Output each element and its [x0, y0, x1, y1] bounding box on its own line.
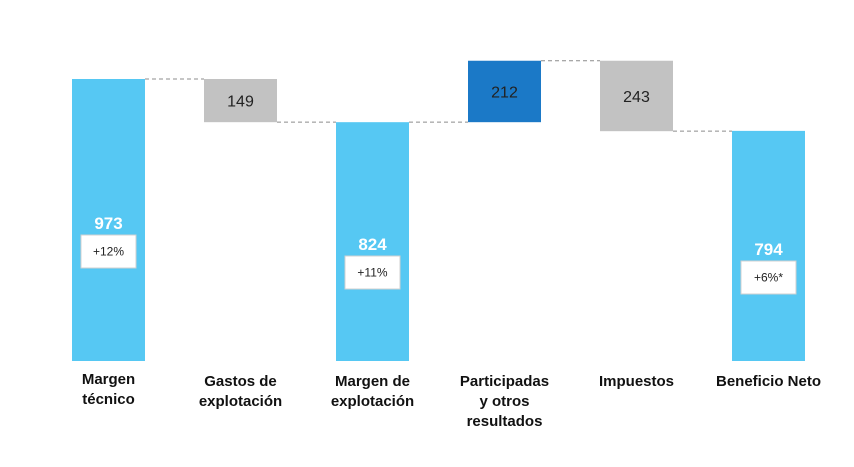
category-label-group: Margen técnico Gastos de explotación Margen …	[82, 371, 821, 430]
change-badge	[740, 260, 797, 295]
value-label: 212	[491, 84, 518, 101]
category-label: Beneficio Neto	[716, 373, 821, 390]
bar-decrease	[204, 79, 277, 123]
bar-increase	[468, 60, 541, 123]
bar-group	[72, 60, 805, 362]
category-label: y otros	[479, 393, 529, 410]
change-label: +11%	[357, 266, 387, 280]
category-label: Margen	[82, 371, 135, 388]
category-label: resultados	[467, 413, 543, 430]
category-label: Margen de	[335, 373, 410, 390]
category-label: explotación	[199, 393, 282, 410]
bar-decrease	[600, 60, 673, 132]
change-label: +6%*	[754, 271, 783, 285]
category-label: explotación	[331, 393, 414, 410]
connector-lines	[145, 60, 732, 132]
bar-total	[336, 122, 409, 362]
category-label: Participadas	[460, 373, 549, 390]
value-label: 243	[623, 89, 650, 106]
change-badge	[80, 234, 137, 269]
bar-total	[72, 79, 145, 361]
value-label: 149	[227, 94, 254, 111]
change-label: +12%	[93, 245, 124, 259]
value-label: 794	[754, 240, 783, 259]
category-label: técnico	[82, 391, 135, 408]
value-label-group: 973 +12% 149 824 +11% 212 243 794 +6%*	[80, 84, 797, 295]
category-label: Gastos de	[204, 373, 277, 390]
value-label: 824	[358, 235, 387, 254]
change-badge	[344, 255, 401, 290]
category-label: Impuestos	[599, 373, 674, 390]
bar-total	[732, 130, 805, 361]
value-label: 973	[94, 214, 122, 233]
